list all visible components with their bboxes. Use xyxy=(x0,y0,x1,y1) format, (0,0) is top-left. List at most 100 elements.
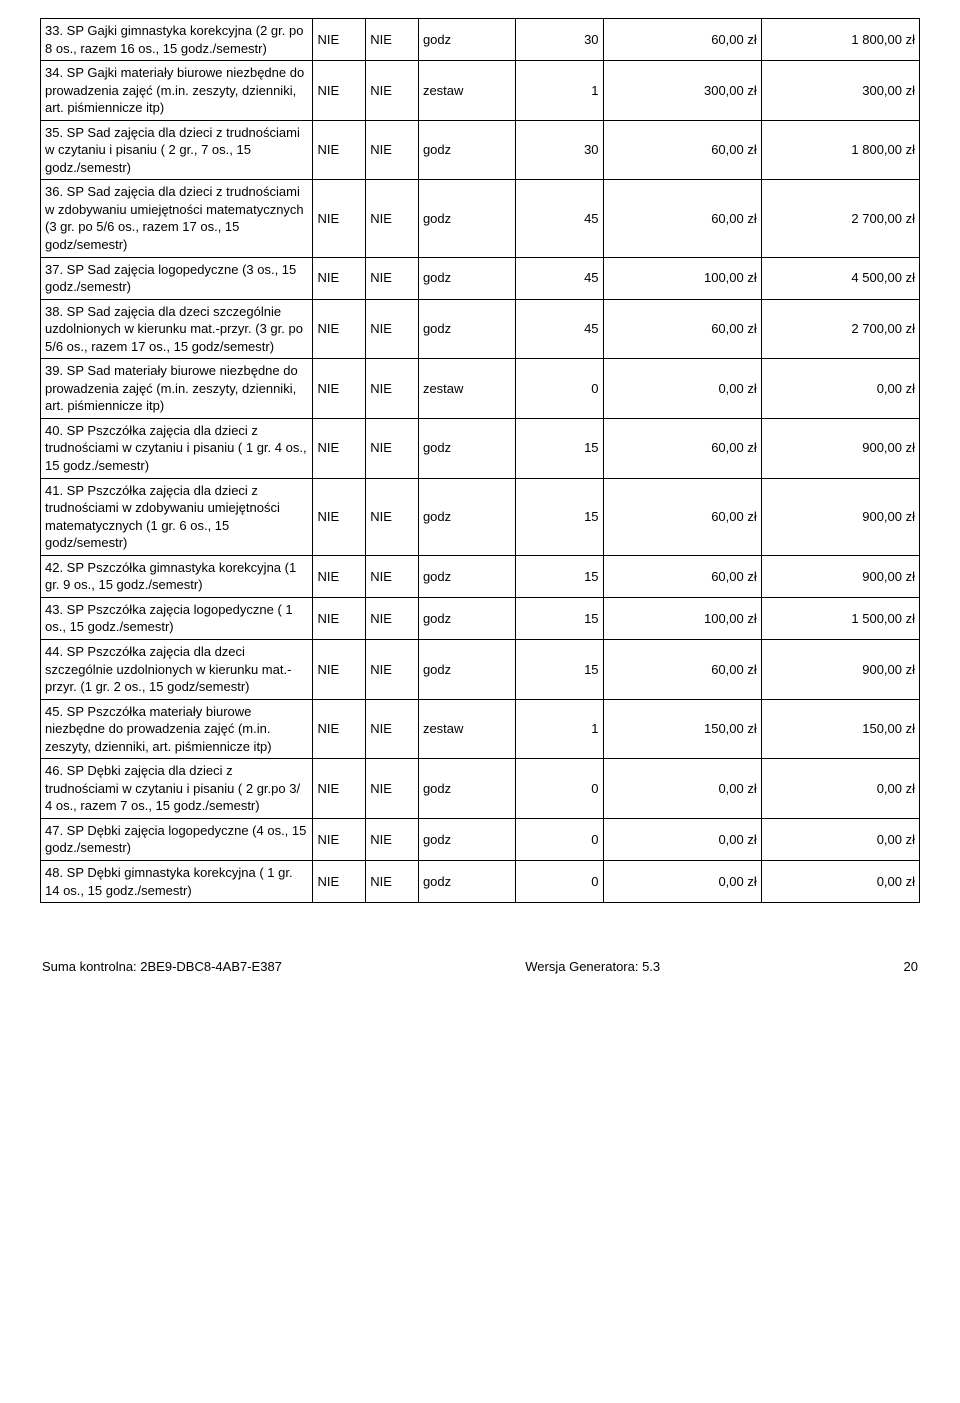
cell-unit: godz xyxy=(418,19,515,61)
cell-c2: NIE xyxy=(366,120,419,180)
cell-c2: NIE xyxy=(366,759,419,819)
cell-unit: godz xyxy=(418,120,515,180)
cell-desc: 48. SP Dębki gimnastyka korekcyjna ( 1 g… xyxy=(41,860,313,902)
cell-price: 60,00 zł xyxy=(603,418,761,478)
cell-qty: 15 xyxy=(515,478,603,555)
cell-unit: zestaw xyxy=(418,61,515,121)
cell-desc: 33. SP Gajki gimnastyka korekcyjna (2 gr… xyxy=(41,19,313,61)
cell-desc: 37. SP Sad zajęcia logopedyczne (3 os., … xyxy=(41,257,313,299)
cell-c2: NIE xyxy=(366,19,419,61)
cell-c1: NIE xyxy=(313,299,366,359)
cell-c2: NIE xyxy=(366,257,419,299)
cell-qty: 45 xyxy=(515,257,603,299)
cell-qty: 1 xyxy=(515,699,603,759)
footer-page: 20 xyxy=(904,959,918,974)
footer-version: Wersja Generatora: 5.3 xyxy=(525,959,660,974)
cell-c2: NIE xyxy=(366,180,419,257)
cell-unit: godz xyxy=(418,418,515,478)
cell-unit: godz xyxy=(418,597,515,639)
cell-unit: godz xyxy=(418,257,515,299)
cell-qty: 15 xyxy=(515,639,603,699)
table-row: 46. SP Dębki zajęcia dla dzieci z trudno… xyxy=(41,759,920,819)
cell-price: 60,00 zł xyxy=(603,19,761,61)
cell-total: 2 700,00 zł xyxy=(761,180,919,257)
cell-price: 300,00 zł xyxy=(603,61,761,121)
cell-c1: NIE xyxy=(313,257,366,299)
cell-c1: NIE xyxy=(313,359,366,419)
cell-desc: 47. SP Dębki zajęcia logopedyczne (4 os.… xyxy=(41,818,313,860)
cell-price: 60,00 zł xyxy=(603,180,761,257)
table-row: 37. SP Sad zajęcia logopedyczne (3 os., … xyxy=(41,257,920,299)
cell-price: 100,00 zł xyxy=(603,597,761,639)
cell-c2: NIE xyxy=(366,299,419,359)
cell-price: 0,00 zł xyxy=(603,860,761,902)
table-row: 35. SP Sad zajęcia dla dzieci z trudnośc… xyxy=(41,120,920,180)
budget-table: 33. SP Gajki gimnastyka korekcyjna (2 gr… xyxy=(40,18,920,903)
cell-c2: NIE xyxy=(366,818,419,860)
cell-desc: 36. SP Sad zajęcia dla dzieci z trudnośc… xyxy=(41,180,313,257)
table-row: 47. SP Dębki zajęcia logopedyczne (4 os.… xyxy=(41,818,920,860)
cell-unit: zestaw xyxy=(418,699,515,759)
cell-qty: 0 xyxy=(515,359,603,419)
cell-qty: 1 xyxy=(515,61,603,121)
cell-c2: NIE xyxy=(366,860,419,902)
cell-c1: NIE xyxy=(313,818,366,860)
cell-desc: 41. SP Pszczółka zajęcia dla dzieci z tr… xyxy=(41,478,313,555)
cell-c2: NIE xyxy=(366,555,419,597)
cell-total: 2 700,00 zł xyxy=(761,299,919,359)
cell-desc: 34. SP Gajki materiały biurowe niezbędne… xyxy=(41,61,313,121)
cell-total: 4 500,00 zł xyxy=(761,257,919,299)
cell-c2: NIE xyxy=(366,597,419,639)
cell-qty: 0 xyxy=(515,759,603,819)
cell-desc: 40. SP Pszczółka zajęcia dla dzieci z tr… xyxy=(41,418,313,478)
cell-qty: 45 xyxy=(515,299,603,359)
table-row: 45. SP Pszczółka materiały biurowe niezb… xyxy=(41,699,920,759)
cell-c1: NIE xyxy=(313,180,366,257)
cell-c2: NIE xyxy=(366,639,419,699)
cell-c1: NIE xyxy=(313,120,366,180)
table-row: 42. SP Pszczółka gimnastyka korekcyjna (… xyxy=(41,555,920,597)
table-row: 44. SP Pszczółka zajęcia dla dzeci szcze… xyxy=(41,639,920,699)
cell-c1: NIE xyxy=(313,61,366,121)
cell-qty: 0 xyxy=(515,818,603,860)
table-row: 48. SP Dębki gimnastyka korekcyjna ( 1 g… xyxy=(41,860,920,902)
cell-price: 60,00 zł xyxy=(603,478,761,555)
cell-unit: godz xyxy=(418,299,515,359)
cell-unit: godz xyxy=(418,860,515,902)
cell-desc: 35. SP Sad zajęcia dla dzieci z trudnośc… xyxy=(41,120,313,180)
cell-price: 150,00 zł xyxy=(603,699,761,759)
cell-total: 1 800,00 zł xyxy=(761,19,919,61)
cell-desc: 43. SP Pszczółka zajęcia logopedyczne ( … xyxy=(41,597,313,639)
cell-desc: 46. SP Dębki zajęcia dla dzieci z trudno… xyxy=(41,759,313,819)
cell-c1: NIE xyxy=(313,860,366,902)
cell-c1: NIE xyxy=(313,597,366,639)
cell-desc: 38. SP Sad zajęcia dla dzeci szczególnie… xyxy=(41,299,313,359)
cell-price: 60,00 zł xyxy=(603,639,761,699)
table-row: 38. SP Sad zajęcia dla dzeci szczególnie… xyxy=(41,299,920,359)
cell-price: 60,00 zł xyxy=(603,555,761,597)
cell-desc: 42. SP Pszczółka gimnastyka korekcyjna (… xyxy=(41,555,313,597)
cell-total: 900,00 zł xyxy=(761,639,919,699)
page-footer: Suma kontrolna: 2BE9-DBC8-4AB7-E387 Wers… xyxy=(40,959,920,974)
cell-c2: NIE xyxy=(366,61,419,121)
table-row: 33. SP Gajki gimnastyka korekcyjna (2 gr… xyxy=(41,19,920,61)
cell-unit: godz xyxy=(418,818,515,860)
cell-c2: NIE xyxy=(366,418,419,478)
cell-total: 0,00 zł xyxy=(761,818,919,860)
table-row: 34. SP Gajki materiały biurowe niezbędne… xyxy=(41,61,920,121)
table-row: 36. SP Sad zajęcia dla dzieci z trudnośc… xyxy=(41,180,920,257)
cell-unit: godz xyxy=(418,759,515,819)
table-row: 40. SP Pszczółka zajęcia dla dzieci z tr… xyxy=(41,418,920,478)
cell-c1: NIE xyxy=(313,478,366,555)
cell-qty: 15 xyxy=(515,418,603,478)
table-row: 41. SP Pszczółka zajęcia dla dzieci z tr… xyxy=(41,478,920,555)
cell-unit: godz xyxy=(418,639,515,699)
cell-unit: godz xyxy=(418,555,515,597)
cell-total: 900,00 zł xyxy=(761,478,919,555)
cell-total: 1 500,00 zł xyxy=(761,597,919,639)
cell-total: 900,00 zł xyxy=(761,555,919,597)
cell-c1: NIE xyxy=(313,639,366,699)
cell-unit: godz xyxy=(418,180,515,257)
cell-price: 60,00 zł xyxy=(603,299,761,359)
cell-c1: NIE xyxy=(313,555,366,597)
